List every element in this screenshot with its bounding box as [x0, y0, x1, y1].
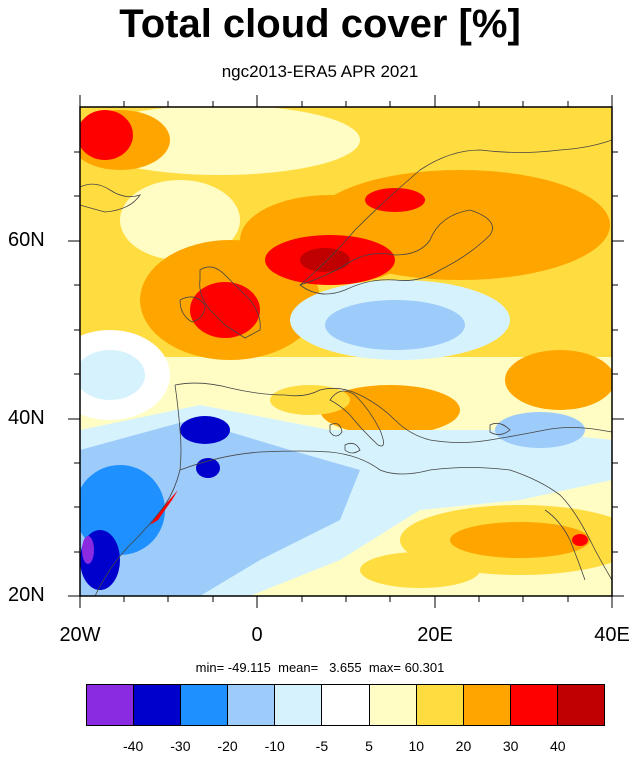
colorbar-swatch [416, 685, 464, 725]
colorbar-tick-label: -20 [217, 738, 238, 754]
figure-subtitle: ngc2013-ERA5 APR 2021 [221, 62, 419, 81]
colorbar-swatch [322, 685, 370, 725]
colorbar-swatch [228, 685, 276, 725]
lon-label-0: 0 [251, 624, 263, 646]
colorbar-labels: -40 -30 -20 -10 -5 5 10 20 30 40 [0, 738, 640, 758]
figure-title: Total cloud cover [%] [119, 2, 521, 46]
lat-label-60n: 60N [8, 229, 45, 251]
colorbar-swatch [369, 685, 417, 725]
colorbar-tick-label: -30 [170, 738, 191, 754]
colorbar-swatch [463, 685, 511, 725]
colorbar [86, 684, 605, 726]
colorbar-swatch [134, 685, 182, 725]
colorbar-swatch [181, 685, 229, 725]
lon-label-20w: 20W [59, 624, 101, 646]
colorbar-swatch [510, 685, 558, 725]
summary-statistics: min= -49.115 mean= 3.655 max= 60.301 [195, 660, 445, 675]
coastlines [80, 139, 612, 596]
lat-label-20n: 20N [8, 584, 45, 606]
colorbar-tick-label: -10 [264, 738, 285, 754]
lon-label-40e: 40E [594, 624, 630, 646]
colorbar-tick-label: 5 [365, 738, 373, 754]
colorbar-tick-label: 20 [455, 738, 472, 754]
colorbar-swatch [557, 685, 605, 725]
colorbar-tick-label: 30 [502, 738, 519, 754]
colorbar-tick-label: 40 [550, 738, 566, 754]
anomaly-field [80, 107, 612, 596]
colorbar-tick-label: -5 [315, 738, 329, 754]
colorbar-tick-label: -40 [123, 738, 144, 754]
axis-ticks [68, 95, 624, 608]
lat-label-40n: 40N [8, 407, 45, 429]
lon-label-20e: 20E [417, 624, 453, 646]
colorbar-swatch [87, 685, 135, 725]
colorbar-swatch [275, 685, 323, 725]
colorbar-tick-label: 10 [408, 738, 425, 754]
